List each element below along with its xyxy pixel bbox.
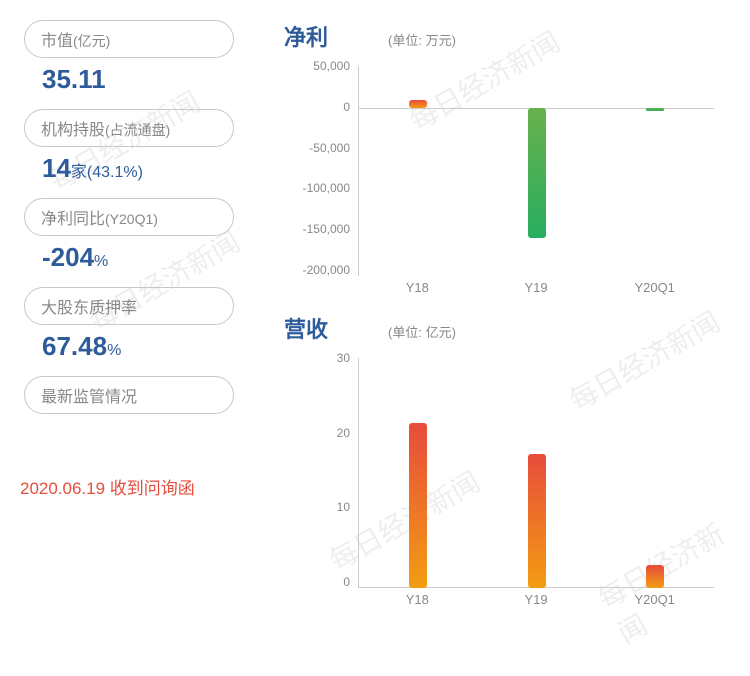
metric-label: 大股东质押率 [41, 300, 137, 317]
charts-panel: 净利 (单位: 万元) 50,000 0 -50,000 -100,000 -150,0… [284, 20, 750, 624]
x-tick-label: Y18 [358, 280, 477, 300]
bar [646, 565, 664, 588]
bar [528, 108, 546, 238]
y-tick-label: 30 [284, 352, 356, 364]
chart-header: 净利 (单位: 万元) [284, 20, 750, 52]
bar [646, 108, 664, 111]
metric-number: -204 [42, 242, 94, 272]
y-tick-label: -100,000 [284, 182, 356, 194]
revenue-chart: 营收 (单位: 亿元) 30 20 10 0 Y18Y19Y20Q1 [284, 312, 750, 612]
y-tick-label: -150,000 [284, 223, 356, 235]
metric-sub: (Y20Q1) [105, 211, 158, 227]
y-tick-label: 50,000 [284, 60, 356, 72]
metric-number: 35.11 [42, 64, 106, 94]
metric-value-pledge: 67.48% [42, 331, 284, 362]
metric-number: 14 [42, 153, 71, 183]
y-tick-label: 20 [284, 427, 356, 439]
metric-value-market-cap: 35.11 [42, 64, 284, 95]
metric-suffix: % [94, 253, 108, 270]
chart-header: 营收 (单位: 亿元) [284, 312, 750, 344]
metric-suffix: % [107, 342, 121, 359]
y-tick-label: 10 [284, 501, 356, 513]
x-tick-label: Y19 [477, 592, 596, 612]
metric-pill-inst-holding: 机构持股(占流通盘) [24, 109, 234, 147]
x-tick-label: Y20Q1 [595, 592, 714, 612]
metric-pill-profit-yoy: 净利同比(Y20Q1) [24, 198, 234, 236]
chart-unit: (单位: 万元) [388, 30, 456, 49]
metric-label: 净利同比 [41, 211, 105, 228]
metric-label: 市值 [41, 33, 73, 50]
metric-number: 67.48 [42, 331, 107, 361]
profit-chart: 净利 (单位: 万元) 50,000 0 -50,000 -100,000 -150,0… [284, 20, 750, 300]
metric-value-profit-yoy: -204% [42, 242, 284, 273]
bar [528, 454, 546, 588]
x-tick-label: Y18 [358, 592, 477, 612]
y-axis: 30 20 10 0 [284, 352, 356, 588]
metrics-panel: 市值(亿元) 35.11 机构持股(占流通盘) 14家(43.1%) 净利同比(… [24, 20, 284, 624]
chart-title: 净利 [284, 20, 328, 52]
chart-area: 30 20 10 0 Y18Y19Y20Q1 [284, 352, 724, 612]
chart-unit: (单位: 亿元) [388, 322, 456, 341]
metric-pill-pledge: 大股东质押率 [24, 287, 234, 325]
x-tick-label: Y19 [477, 280, 596, 300]
bar [409, 100, 427, 108]
plot-area [358, 358, 714, 588]
x-axis: Y18Y19Y20Q1 [358, 280, 714, 300]
metric-label: 最新监管情况 [41, 389, 137, 406]
x-tick-label: Y20Q1 [595, 280, 714, 300]
metric-suffix: 家(43.1%) [71, 164, 143, 181]
metric-sub: (占流通盘) [105, 122, 170, 138]
bar [409, 423, 427, 588]
y-tick-label: -200,000 [284, 264, 356, 276]
metric-pill-regulatory: 最新监管情况 [24, 376, 234, 414]
metric-value-inst-holding: 14家(43.1%) [42, 153, 284, 184]
plot-area [358, 66, 714, 276]
y-axis: 50,000 0 -50,000 -100,000 -150,000 -200,000 [284, 60, 356, 276]
y-tick-label: 0 [284, 576, 356, 588]
chart-area: 50,000 0 -50,000 -100,000 -150,000 -200,000 Y… [284, 60, 724, 300]
x-axis: Y18Y19Y20Q1 [358, 592, 714, 612]
metric-label: 机构持股 [41, 122, 105, 139]
footer-note: 2020.06.19 收到问询函 [20, 474, 284, 499]
chart-title: 营收 [284, 312, 328, 344]
metric-pill-market-cap: 市值(亿元) [24, 20, 234, 58]
metric-sub: (亿元) [73, 33, 110, 49]
y-tick-label: -50,000 [284, 142, 356, 154]
y-tick-label: 0 [284, 101, 356, 113]
main-container: 市值(亿元) 35.11 机构持股(占流通盘) 14家(43.1%) 净利同比(… [24, 20, 750, 624]
